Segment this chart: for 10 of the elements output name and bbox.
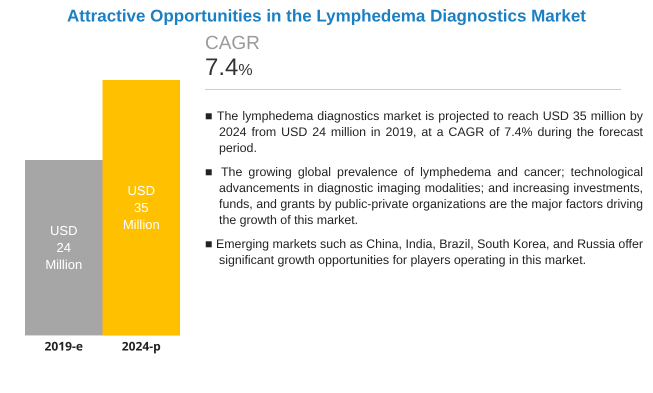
data-label: USD 35 Million [122, 183, 160, 232]
text: 7.4% [205, 54, 622, 90]
x-tick-label: 2019-e [44, 337, 83, 354]
text: ■ The growing global prevalence of lymphedema and cancer; technological advancements in diagnostic imaging modalities; and increasing investments, funds, and grants by public-private organizations are the major factors driving the growth of this market. [205, 164, 643, 228]
text: ■ The lymphedema diagnostics market is projected to reach USD 35 million by 2024 from USD 24 million in 2019, at a CAGR of 7.4% during the forecast period. [205, 108, 643, 156]
text: CAGR [205, 33, 261, 54]
text: ■ Emerging markets such as China, India, Brazil, South Korea, and Russia offer significant growth opportunities for players operating in this market. [205, 236, 643, 268]
data-label: USD 24 Million [45, 223, 82, 272]
text: Attractive Opportunities in the Lymphedema Diagnostics Market [67, 6, 586, 26]
x-tick-label: 2024-p [122, 337, 162, 354]
